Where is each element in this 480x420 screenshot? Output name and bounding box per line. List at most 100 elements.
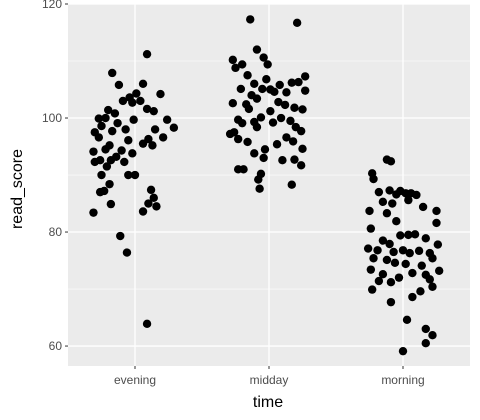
data-point bbox=[252, 122, 262, 132]
data-point bbox=[124, 170, 133, 180]
data-point bbox=[417, 261, 426, 270]
data-point bbox=[296, 161, 306, 170]
data-point bbox=[138, 207, 148, 216]
data-point bbox=[404, 230, 413, 240]
data-point bbox=[228, 55, 238, 65]
data-point bbox=[254, 175, 263, 184]
data-point bbox=[421, 234, 430, 243]
data-point bbox=[118, 96, 128, 106]
data-point bbox=[250, 79, 259, 89]
data-point bbox=[255, 184, 264, 193]
data-point bbox=[108, 68, 117, 78]
data-point bbox=[378, 270, 388, 279]
data-point bbox=[246, 15, 255, 24]
data-point bbox=[386, 157, 396, 166]
data-point bbox=[142, 319, 152, 329]
data-point bbox=[270, 87, 279, 96]
data-point bbox=[290, 155, 299, 164]
data-point bbox=[410, 230, 420, 239]
data-point bbox=[421, 324, 430, 334]
data-points bbox=[89, 15, 444, 356]
axes: 60 80 100 120 evening midday morning bbox=[42, 0, 425, 387]
data-point bbox=[385, 186, 394, 195]
data-point bbox=[366, 224, 376, 233]
data-point bbox=[388, 199, 397, 208]
data-point bbox=[97, 121, 106, 131]
data-point bbox=[412, 190, 421, 200]
data-point bbox=[428, 331, 437, 340]
data-point bbox=[239, 165, 248, 174]
data-point bbox=[434, 266, 444, 275]
data-point bbox=[263, 60, 272, 69]
data-point bbox=[128, 98, 137, 107]
data-point bbox=[300, 72, 310, 81]
data-point bbox=[244, 104, 254, 114]
y-axis-title: read_score bbox=[9, 149, 26, 229]
data-point bbox=[256, 113, 266, 122]
data-point bbox=[150, 125, 160, 134]
data-point bbox=[398, 346, 408, 356]
data-point bbox=[260, 145, 270, 154]
x-tick-label: morning bbox=[381, 373, 424, 387]
data-point bbox=[102, 162, 112, 171]
data-point bbox=[276, 113, 286, 123]
data-point bbox=[252, 45, 262, 54]
data-point bbox=[262, 75, 271, 84]
data-point bbox=[238, 60, 247, 69]
data-point bbox=[296, 126, 306, 136]
data-point bbox=[89, 208, 98, 217]
data-point bbox=[129, 115, 138, 124]
data-point bbox=[158, 133, 168, 142]
data-point bbox=[121, 125, 130, 134]
data-point bbox=[432, 218, 441, 228]
data-point bbox=[404, 195, 413, 205]
data-point bbox=[414, 246, 424, 256]
data-point bbox=[130, 170, 140, 180]
data-point bbox=[272, 140, 282, 149]
y-tick-label: 120 bbox=[42, 0, 62, 11]
data-point bbox=[90, 128, 100, 137]
data-point bbox=[367, 285, 377, 294]
data-point bbox=[95, 156, 105, 165]
data-point bbox=[432, 206, 441, 216]
data-point bbox=[288, 137, 298, 146]
data-point bbox=[389, 247, 398, 257]
data-point bbox=[94, 114, 104, 123]
x-tick-label: evening bbox=[114, 373, 156, 387]
data-point bbox=[169, 123, 179, 132]
data-point bbox=[401, 259, 410, 269]
data-point bbox=[382, 209, 392, 218]
data-point bbox=[369, 174, 378, 184]
data-point bbox=[278, 156, 287, 165]
data-point bbox=[374, 276, 384, 286]
data-point bbox=[142, 104, 152, 114]
data-point bbox=[122, 248, 132, 257]
data-point bbox=[149, 106, 158, 116]
data-point bbox=[382, 255, 392, 265]
data-point bbox=[390, 258, 400, 268]
data-point bbox=[116, 231, 125, 241]
data-point bbox=[373, 246, 382, 255]
data-point bbox=[243, 137, 252, 147]
data-point bbox=[259, 53, 268, 62]
data-point bbox=[233, 134, 243, 144]
data-point bbox=[146, 185, 156, 195]
data-point bbox=[108, 126, 117, 136]
data-point bbox=[99, 186, 109, 196]
data-point bbox=[89, 147, 98, 156]
x-tick-label: midday bbox=[250, 373, 289, 387]
data-point bbox=[433, 240, 443, 249]
data-point bbox=[369, 254, 378, 263]
data-point bbox=[416, 287, 425, 296]
data-point bbox=[117, 146, 126, 155]
data-point bbox=[120, 157, 129, 167]
data-point bbox=[365, 206, 374, 216]
data-point bbox=[292, 18, 302, 28]
data-point bbox=[266, 106, 275, 116]
data-point bbox=[428, 282, 437, 291]
data-point bbox=[287, 180, 296, 189]
data-point bbox=[225, 129, 235, 139]
data-point bbox=[398, 246, 408, 255]
data-point bbox=[110, 109, 120, 118]
